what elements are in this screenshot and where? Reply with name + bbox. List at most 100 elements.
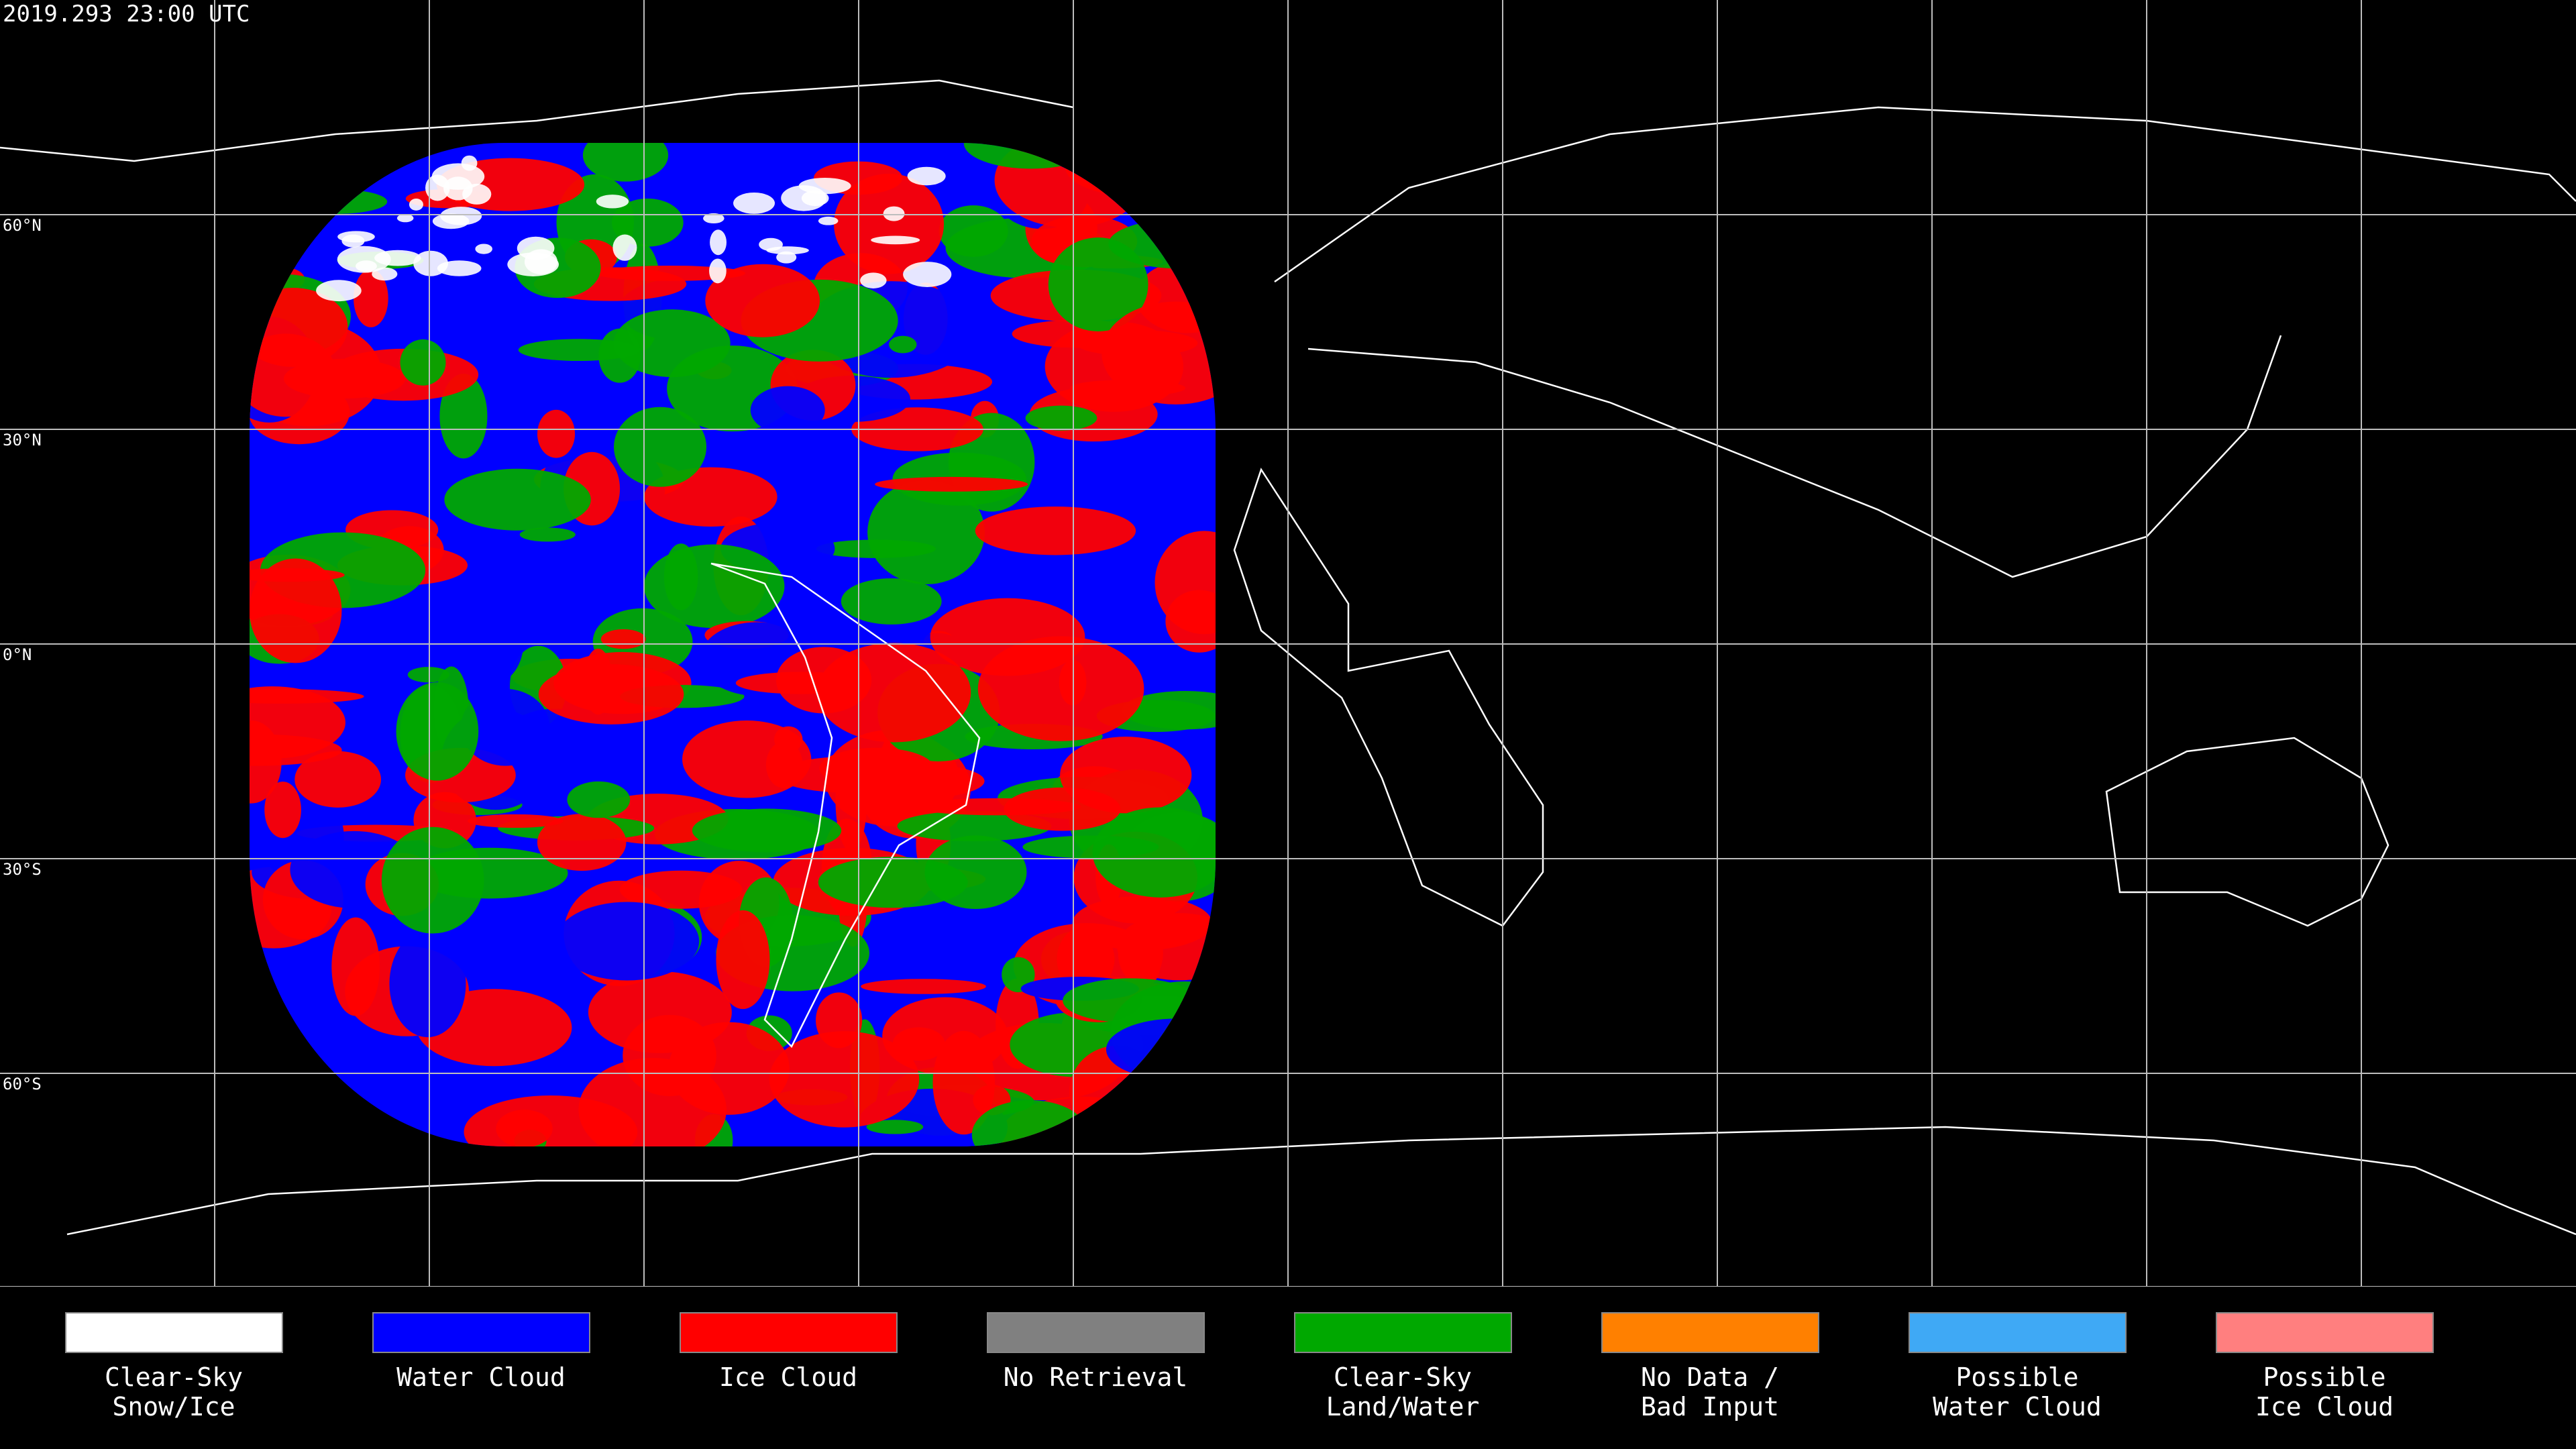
latitude-label: 30°S (3, 860, 42, 879)
cloud-patch (600, 629, 646, 649)
cloud-patch (437, 260, 482, 276)
cloud-patch (977, 636, 1144, 741)
cloud-patch (496, 1110, 553, 1146)
legend-label: Possible (1955, 1362, 2078, 1392)
legend-swatch (65, 1312, 283, 1353)
latitude-labels: 60°N 30°N 0°N 30°S 60°S (3, 216, 42, 1093)
cloud-patch (611, 198, 684, 247)
cloud-patch (264, 782, 301, 839)
cloud-patch (798, 177, 851, 195)
cloud-patch (331, 917, 380, 1016)
cloud-patch (612, 234, 637, 261)
coastline (66, 1126, 2576, 1236)
cloud-patch (538, 664, 684, 724)
cloud-patch (866, 1120, 924, 1134)
cloud-patch (507, 252, 559, 277)
cloud-patch (443, 176, 473, 201)
latitude-label: 60°S (3, 1075, 42, 1093)
cloud-patch (356, 260, 377, 272)
cloud-patch (372, 267, 398, 281)
cloud-patch (919, 924, 948, 949)
legend-label: Ice Cloud (719, 1362, 857, 1392)
cloud-patch (735, 672, 867, 694)
cloud-patch (819, 747, 934, 789)
coastline (1233, 468, 1544, 927)
cloud-patch (867, 480, 985, 585)
legend-label: Clear-Sky (1334, 1362, 1472, 1392)
coastline (1274, 106, 2576, 578)
cloud-patch (598, 328, 641, 383)
cloud-patch (750, 386, 825, 435)
cloud-patch (396, 214, 414, 223)
legend-label: Water Cloud (1933, 1392, 2102, 1421)
cloud-patch (833, 173, 945, 274)
legend: Clear-Sky Snow/Ice Water Cloud Ice Cloud No … (65, 1312, 2434, 1421)
cloud-patch (709, 258, 727, 284)
cloud-patch (440, 207, 482, 225)
cloud-patch (938, 205, 1008, 257)
cloud-patch (555, 902, 700, 981)
legend-label: Snow/Ice (112, 1392, 235, 1421)
cloud-patch (439, 374, 488, 459)
cloud-patch (316, 280, 362, 302)
cloud-patch (517, 236, 555, 260)
legend-label: Possible (2263, 1362, 2385, 1392)
cloud-patch (400, 339, 446, 386)
cloud-patch (1063, 978, 1199, 1023)
cloud-patch (971, 1099, 1089, 1146)
legend-swatch (372, 1312, 590, 1353)
cloud-patch (614, 309, 731, 378)
cloud-patch (354, 269, 388, 327)
cloud-patch (816, 539, 936, 558)
cloud-patch (1011, 569, 1070, 589)
cloud-patch (841, 578, 942, 625)
cloud-patch (519, 527, 576, 542)
cloud-patch (932, 1030, 995, 1135)
cloud-patch (1121, 637, 1167, 670)
coastline (0, 79, 1074, 162)
cloud-patch (250, 689, 364, 704)
cloud-patch (871, 235, 920, 245)
cloud-patch (733, 192, 775, 214)
cloud-patch (460, 688, 550, 766)
cloud-patch (337, 231, 375, 243)
latitude-label: 30°N (3, 431, 42, 449)
cloud-patch (716, 910, 770, 1010)
cloud-patch (773, 726, 803, 753)
cloud-patch (759, 237, 783, 252)
cloud-patch (537, 814, 627, 871)
cloud-patch (1025, 405, 1097, 431)
legend-label: Bad Input (1641, 1392, 1779, 1421)
legend-label: Ice Cloud (2255, 1392, 2394, 1421)
legend-swatch (680, 1312, 898, 1353)
latitude-label: 0°N (3, 645, 32, 664)
cloud-patch (614, 407, 707, 487)
cloud-patch (975, 506, 1136, 555)
cloud-patch (250, 686, 345, 759)
cloud-patch (668, 1022, 790, 1115)
cloud-patch (381, 826, 484, 934)
latitude-label: 60°N (3, 216, 42, 235)
cloud-patch (444, 468, 591, 531)
cloud-patch (467, 814, 564, 828)
legend-label: No Retrieval (1004, 1362, 1188, 1392)
cloud-patch (337, 246, 391, 273)
cloud-patch (889, 335, 917, 354)
cloud-patch (250, 568, 345, 582)
coastline (710, 562, 981, 1049)
coastline (2105, 737, 2390, 927)
cloud-patch (294, 751, 382, 808)
cloud-patch (396, 682, 479, 781)
cloud-patch (461, 155, 478, 171)
cloud-patch (710, 229, 727, 256)
cloud-patch (596, 195, 629, 209)
cloud-patch (818, 216, 839, 225)
cloud-patch (323, 615, 425, 631)
timestamp: 2019.293 23:00 UTC (3, 1, 250, 28)
cloud-patch (692, 808, 842, 853)
cloud-patch (465, 600, 524, 683)
cloud-patch (924, 835, 1027, 910)
cloud-patch (389, 930, 466, 1038)
cloud-patch (883, 206, 905, 221)
